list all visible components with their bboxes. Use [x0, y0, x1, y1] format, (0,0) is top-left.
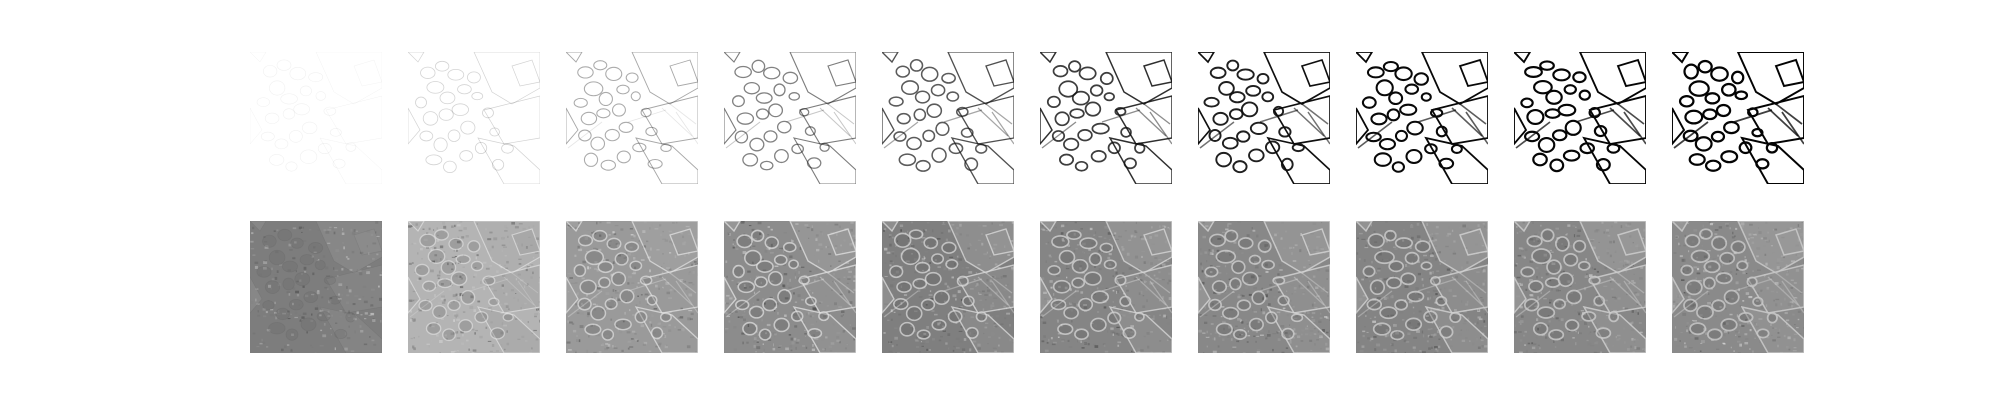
tile-image	[1040, 221, 1172, 353]
tile-image	[408, 52, 540, 184]
edge-map-tile-7	[1198, 52, 1330, 184]
tile-image	[1198, 52, 1330, 184]
feature-map-tile-5	[882, 221, 1014, 353]
tile-image	[724, 221, 856, 353]
feature-map-tile-2	[408, 221, 540, 353]
tile-image	[882, 52, 1014, 184]
tile-image	[566, 52, 698, 184]
tile-image	[1198, 221, 1330, 353]
edge-map-tile-4	[724, 52, 856, 184]
tile-image	[1356, 221, 1488, 353]
feature-map-tile-4	[724, 221, 856, 353]
tile-image	[724, 52, 856, 184]
edge-map-tile-8	[1356, 52, 1488, 184]
edge-map-tile-9	[1514, 52, 1646, 184]
edge-map-tile-1	[250, 52, 382, 184]
tile-image	[882, 221, 1014, 353]
feature-map-row	[250, 221, 1804, 353]
tile-image	[1040, 52, 1172, 184]
edge-map-tile-6	[1040, 52, 1172, 184]
tile-image	[566, 221, 698, 353]
tile-image	[1514, 52, 1646, 184]
tile-image	[1514, 221, 1646, 353]
edge-map-row	[250, 52, 1804, 184]
tile-image	[1356, 52, 1488, 184]
tile-image	[1672, 52, 1804, 184]
tile-image	[408, 221, 540, 353]
feature-map-tile-3	[566, 221, 698, 353]
tile-image	[1672, 221, 1804, 353]
tile-image	[250, 52, 382, 184]
feature-map-tile-9	[1514, 221, 1646, 353]
feature-map-tile-8	[1356, 221, 1488, 353]
tile-image	[250, 221, 382, 353]
feature-map-tile-7	[1198, 221, 1330, 353]
feature-map-tile-10	[1672, 221, 1804, 353]
edge-map-tile-5	[882, 52, 1014, 184]
feature-map-tile-6	[1040, 221, 1172, 353]
feature-map-tile-1	[250, 221, 382, 353]
edge-map-tile-2	[408, 52, 540, 184]
edge-map-tile-10	[1672, 52, 1804, 184]
edge-map-tile-3	[566, 52, 698, 184]
